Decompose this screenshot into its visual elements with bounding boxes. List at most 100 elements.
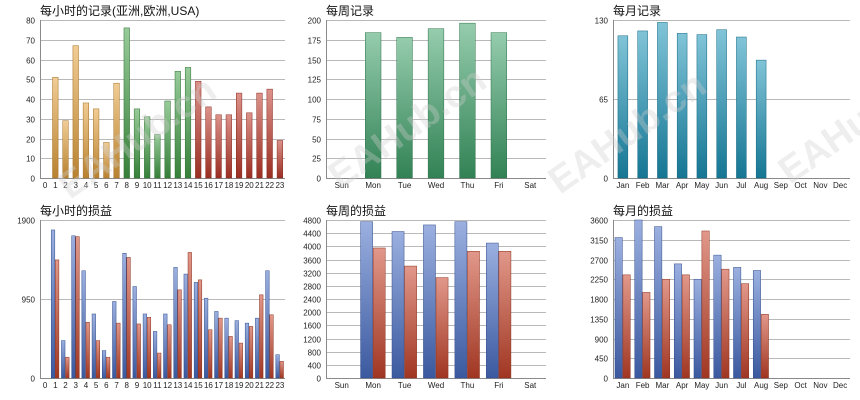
y-tick-label: 20 <box>26 136 35 145</box>
chart-title: 每小时的记录(亚洲,欧洲,USA) <box>40 3 199 18</box>
bar <box>72 45 79 179</box>
bar <box>236 92 243 179</box>
x-tick-label: Sat <box>524 181 537 190</box>
bar <box>279 361 284 379</box>
bar <box>234 320 239 379</box>
bar <box>244 322 250 379</box>
y-tick-label: 0 <box>604 375 609 384</box>
chart-title: 每月记录 <box>613 3 661 18</box>
x-tick-label: Wed <box>428 381 444 390</box>
x-tick-label: 15 <box>194 381 203 390</box>
y-tick-label: 0 <box>317 375 322 384</box>
x-tick-label: 11 <box>153 381 162 390</box>
x-tick-label: 11 <box>153 181 162 190</box>
x-tick-label: 5 <box>94 381 99 390</box>
x-tick-label: Jun <box>715 181 728 190</box>
bar <box>733 267 742 379</box>
x-tick-label: 0 <box>43 181 48 190</box>
y-tick-label: 0 <box>31 375 36 384</box>
x-tick-label: 8 <box>125 381 130 390</box>
y-tick-label: 3150 <box>590 237 608 246</box>
bar <box>122 253 127 379</box>
chart-panel-5: 每周的损益 0 400 800 1200 1600 2000 2400 2800 3200 3600… <box>303 203 546 390</box>
chart-title: 每小时的损益 <box>40 203 112 218</box>
x-tick-label: 15 <box>194 181 203 190</box>
x-tick-label: Mar <box>655 381 669 390</box>
x-tick-label: Mar <box>655 181 669 190</box>
bar <box>133 108 141 179</box>
bar <box>82 102 89 179</box>
bar <box>113 82 120 179</box>
bar <box>617 35 629 179</box>
x-tick-label: 12 <box>163 381 172 390</box>
x-tick-label: Apr <box>676 381 689 390</box>
x-tick-label: 4 <box>84 181 89 190</box>
y-tick-label: 65 <box>599 96 608 105</box>
bar <box>132 286 137 379</box>
y-tick-label: 200 <box>308 17 322 26</box>
bar <box>103 142 110 179</box>
bar <box>55 259 60 379</box>
y-tick-label: 40 <box>26 96 35 105</box>
chart-panel-2: 每周记录 0 25 50 75 100 125 150 175 200 Sun Mon Tue Wed Th… <box>308 3 546 190</box>
chart-title: 每周记录 <box>326 3 374 18</box>
x-tick-label: 10 <box>143 381 152 390</box>
bar <box>197 279 203 379</box>
x-tick-label: 20 <box>245 381 254 390</box>
bar <box>246 112 253 179</box>
bar <box>259 294 264 379</box>
bar <box>65 356 70 379</box>
x-tick-label: Thu <box>461 381 475 390</box>
y-tick-label: 30 <box>26 116 35 125</box>
bar <box>142 313 147 379</box>
x-tick-label: 18 <box>224 181 233 190</box>
x-tick-label: 16 <box>204 381 213 390</box>
bar <box>486 242 499 379</box>
x-tick-label: 3 <box>74 381 79 390</box>
bar <box>269 314 274 379</box>
x-tick-label: Sep <box>774 181 789 190</box>
bar <box>365 32 382 179</box>
x-tick-label: Jul <box>736 181 746 190</box>
bar <box>71 235 76 379</box>
bar <box>225 114 232 179</box>
bar <box>106 356 111 379</box>
bar <box>275 354 280 379</box>
bar <box>204 297 209 379</box>
y-tick-label: 50 <box>312 136 321 145</box>
bar <box>662 279 671 379</box>
x-tick-label: 14 <box>184 181 193 190</box>
bar <box>144 116 151 179</box>
x-tick-label: 6 <box>104 181 109 190</box>
bar <box>642 292 651 379</box>
x-tick-label: Tue <box>398 381 412 390</box>
bar <box>736 36 747 179</box>
x-tick-label: 2 <box>63 381 68 390</box>
x-tick-label: Oct <box>794 381 807 390</box>
x-tick-label: 0 <box>43 381 48 390</box>
bar <box>654 226 663 379</box>
y-tick-label: 3600 <box>303 257 321 266</box>
y-tick-label: 1350 <box>590 316 608 325</box>
x-tick-label: 9 <box>135 381 140 390</box>
bar <box>435 277 449 379</box>
chart-panel-6: 每月的损益 0 450 900 1350 1800 2250 2700 3150 3600 Jan F… <box>590 203 850 390</box>
y-tick-label: 1600 <box>303 322 321 331</box>
x-tick-label: 22 <box>265 181 274 190</box>
x-tick-label: Feb <box>636 181 650 190</box>
bar <box>741 283 750 379</box>
y-tick-label: 60 <box>26 57 35 66</box>
y-tick-label: 0 <box>604 175 609 184</box>
x-tick-label: 21 <box>255 181 264 190</box>
chart-panel-3: 每月记录 0 65 130 Jan Feb Mar Apr May Jun Jul Aug Sep Oct… <box>595 3 850 190</box>
bar <box>713 254 722 379</box>
bar <box>265 270 270 379</box>
x-tick-label: 17 <box>214 181 223 190</box>
x-tick-label: 19 <box>235 181 244 190</box>
x-tick-label: Apr <box>676 181 689 190</box>
bar <box>218 317 223 379</box>
y-tick-label: 50 <box>26 76 35 85</box>
bar <box>622 274 631 379</box>
